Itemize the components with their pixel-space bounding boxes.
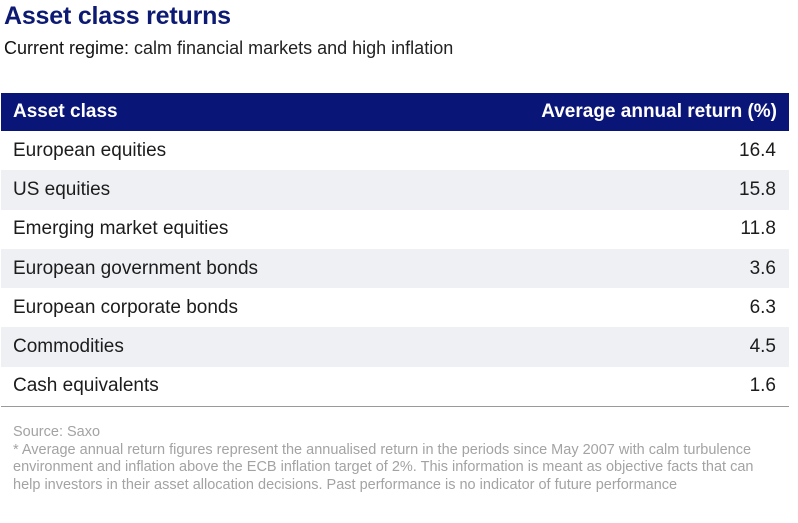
table-row: European corporate bonds 6.3 [1, 288, 789, 327]
asset-class-cell: European government bonds [1, 248, 402, 289]
table-row: European equities 16.4 [1, 131, 789, 170]
header-row: Asset class Average annual return (%) [1, 93, 789, 131]
column-header-asset-class: Asset class [1, 93, 402, 131]
column-header-return: Average annual return (%) [401, 93, 789, 131]
figure-subtitle: Current regime: calm financial markets a… [4, 38, 453, 59]
figure-title: Asset class returns [4, 2, 231, 30]
asset-class-cell: Commodities [1, 327, 402, 367]
subtitle-rest: calm financial markets and high inflatio… [129, 38, 454, 58]
table-row: Cash equivalents 1.6 [1, 366, 789, 408]
return-value-cell: 3.6 [401, 248, 789, 289]
table-row: US equities 15.8 [1, 170, 789, 210]
returns-table: Asset class Average annual return (%) Eu… [1, 93, 789, 408]
return-value-cell: 1.6 [401, 366, 789, 408]
asset-class-cell: European corporate bonds [13, 296, 238, 318]
subtitle-lead: Current regime: [4, 38, 130, 58]
footnote-text: * Average annual return figures represen… [13, 441, 754, 493]
return-value-cell: 11.8 [740, 218, 776, 240]
return-value-cell: 15.8 [401, 170, 789, 210]
table-row: Commodities 4.5 [1, 327, 789, 367]
asset-class-cell: US equities [1, 170, 402, 210]
asset-class-cell: Cash equivalents [1, 366, 402, 408]
asset-class-cell: European equities [13, 139, 167, 161]
table-body: European equities 16.4 US equities 15.8 Emer… [1, 131, 789, 408]
table-row: Emerging market equities 11.8 [1, 210, 789, 249]
return-value-cell: 4.5 [401, 327, 789, 367]
asset-class-cell: Emerging market equities [13, 218, 229, 240]
source-note: Source: Saxo [13, 424, 101, 440]
return-value-cell: 6.3 [749, 296, 776, 318]
return-value-cell: 16.4 [739, 139, 776, 161]
footnotes: Source: Saxo * Average annual return fig… [13, 424, 783, 494]
table-row: European government bonds 3.6 [1, 248, 789, 289]
